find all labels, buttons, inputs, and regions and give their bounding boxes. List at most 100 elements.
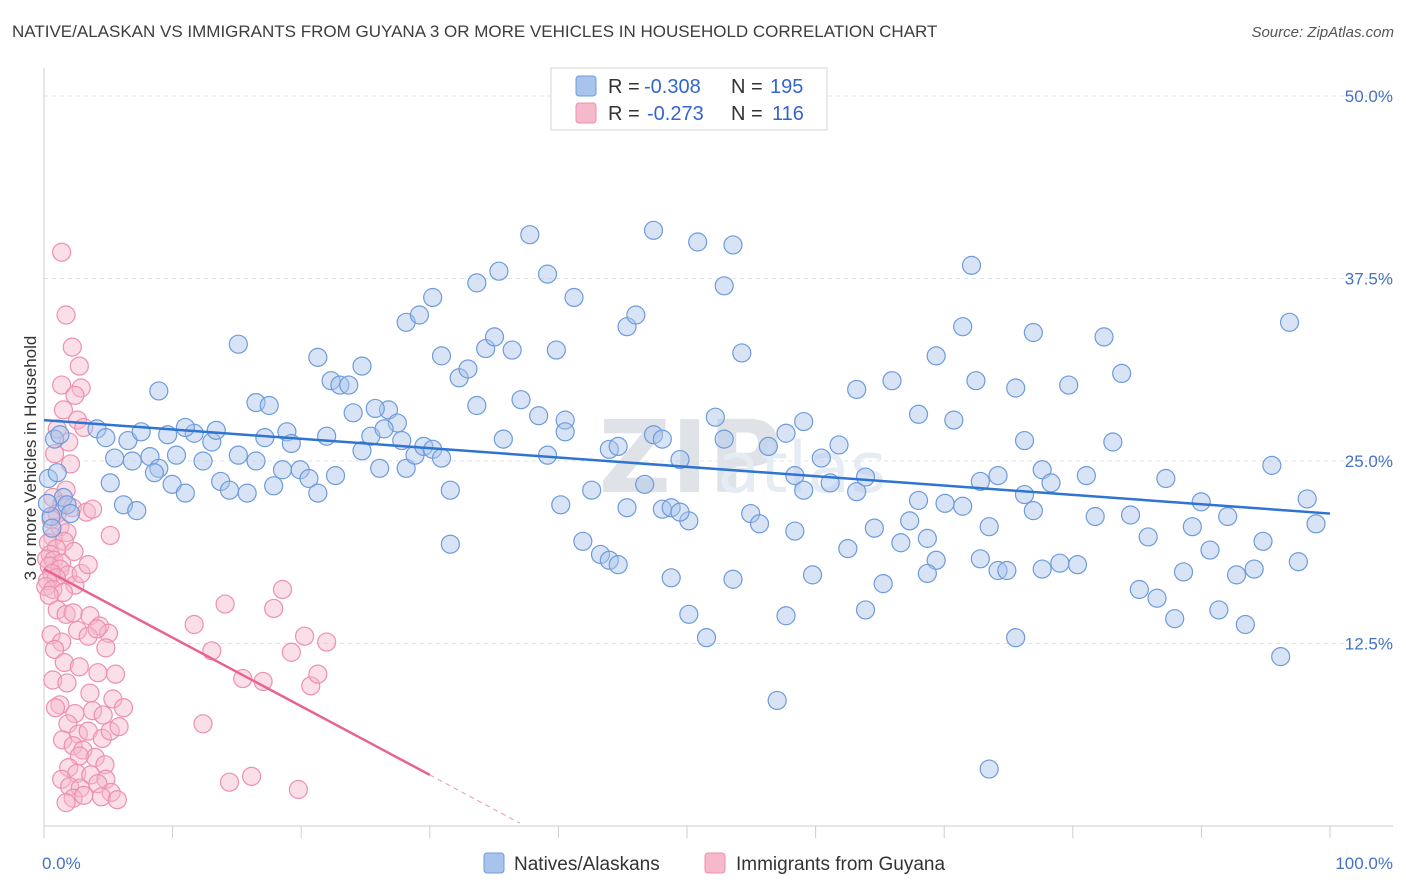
natives-point-151 <box>917 563 937 584</box>
natives-point-175 <box>1050 553 1070 573</box>
natives-point-24 <box>162 474 182 494</box>
guyana-point-52 <box>98 623 119 643</box>
natives-point-196 <box>1235 614 1255 635</box>
natives-point-125 <box>758 436 778 456</box>
guyana-point-112 <box>294 626 315 646</box>
watermark-text: ZIP <box>598 399 781 516</box>
natives-point-42 <box>259 395 279 416</box>
trend-lines <box>43 418 1331 824</box>
natives-point-131 <box>785 521 805 541</box>
natives-point-8 <box>42 518 62 538</box>
natives-point-170 <box>1006 628 1026 648</box>
natives-point-9 <box>37 493 58 513</box>
guyana-point-77 <box>92 728 112 749</box>
natives-point-20 <box>100 473 120 493</box>
natives-point-55 <box>352 356 372 376</box>
guyana-point-104 <box>219 772 240 792</box>
natives-point-171 <box>1014 430 1035 451</box>
natives-point-102 <box>617 498 637 518</box>
natives-point-73 <box>431 346 452 366</box>
guyana-point-64 <box>43 670 63 690</box>
natives-point-105 <box>643 425 664 445</box>
natives-point-182 <box>1112 363 1132 383</box>
natives-point-51 <box>321 371 341 391</box>
y-tick-labels: 12.5% 25.0% 37.5% 50.0% <box>1345 87 1393 654</box>
axes <box>43 68 1393 838</box>
natives-point-95 <box>582 480 602 500</box>
guyana-point-98 <box>74 785 94 805</box>
series-natives-points <box>37 220 1326 779</box>
guyana-point-61 <box>69 657 89 677</box>
natives-point-19 <box>166 445 187 465</box>
chart-title: NATIVE/ALASKAN VS IMMIGRANTS FROM GUYANA… <box>12 22 938 41</box>
guyana-point-109 <box>272 579 293 600</box>
guyana-point-65 <box>57 673 77 693</box>
natives-point-104 <box>635 474 655 494</box>
natives-point-7 <box>60 503 81 524</box>
legend-r-label-1: R = <box>608 76 640 98</box>
legend-n-label-1: N = <box>731 76 763 98</box>
natives-point-107 <box>661 498 681 518</box>
natives-point-191 <box>1191 492 1211 512</box>
guyana-point-46 <box>100 525 120 546</box>
guyana-point-40 <box>43 579 63 600</box>
guyana-point-58 <box>96 638 116 658</box>
natives-point-136 <box>829 435 849 455</box>
natives-point-87 <box>537 264 558 284</box>
natives-point-57 <box>370 458 390 478</box>
natives-point-25 <box>175 483 195 503</box>
natives-point-88 <box>546 340 566 360</box>
guyana-point-3 <box>69 356 89 376</box>
natives-point-134 <box>811 448 831 468</box>
y-tick-label-2: 37.5% <box>1345 270 1393 289</box>
natives-point-161 <box>966 371 986 391</box>
guyana-point-81 <box>63 736 83 756</box>
x-tick-labels: 0.0% 100.0% <box>42 854 1393 873</box>
guyana-point-49 <box>63 603 83 623</box>
natives-point-193 <box>1209 600 1229 620</box>
natives-point-112 <box>661 568 681 588</box>
natives-point-138 <box>847 379 867 400</box>
guyana-point-106 <box>241 766 262 786</box>
bottom-legend-label-guyana: Immigrants from Guyana <box>736 854 945 875</box>
natives-point-130 <box>776 423 796 443</box>
natives-point-60 <box>352 441 372 461</box>
natives-point-36 <box>246 451 266 471</box>
natives-point-79 <box>484 327 505 347</box>
trend-line-natives <box>43 418 1331 515</box>
legend-box <box>550 67 828 131</box>
guyana-point-25 <box>54 531 74 551</box>
natives-point-122 <box>732 343 752 363</box>
natives-point-181 <box>1103 432 1123 452</box>
guyana-point-90 <box>52 769 72 789</box>
guyana-point-108 <box>264 598 284 619</box>
natives-point-82 <box>493 429 513 449</box>
natives-point-148 <box>917 528 937 548</box>
natives-point-180 <box>1094 327 1114 347</box>
natives-point-192 <box>1200 540 1220 560</box>
natives-point-164 <box>988 466 1008 486</box>
guyana-point-102 <box>202 641 222 661</box>
guyana-point-2 <box>62 337 82 357</box>
guyana-point-53 <box>41 625 61 645</box>
guyana-point-103 <box>215 594 235 614</box>
guyana-point-72 <box>93 705 113 725</box>
guyana-point-97 <box>56 793 76 813</box>
natives-point-127 <box>776 606 796 626</box>
natives-point-116 <box>696 628 717 648</box>
guyana-point-7 <box>53 400 74 420</box>
guyana-point-6 <box>65 385 85 405</box>
guyana-point-115 <box>317 632 337 652</box>
natives-point-173 <box>1032 559 1052 579</box>
natives-point-12 <box>105 448 125 468</box>
natives-point-149 <box>926 550 946 570</box>
natives-point-185 <box>1138 527 1158 547</box>
natives-point-188 <box>1165 609 1185 629</box>
natives-point-167 <box>1014 484 1035 505</box>
natives-point-186 <box>1147 588 1167 608</box>
natives-point-33 <box>219 480 240 500</box>
natives-point-72 <box>423 287 443 308</box>
guyana-point-80 <box>52 730 73 750</box>
guyana-point-5 <box>52 375 72 395</box>
